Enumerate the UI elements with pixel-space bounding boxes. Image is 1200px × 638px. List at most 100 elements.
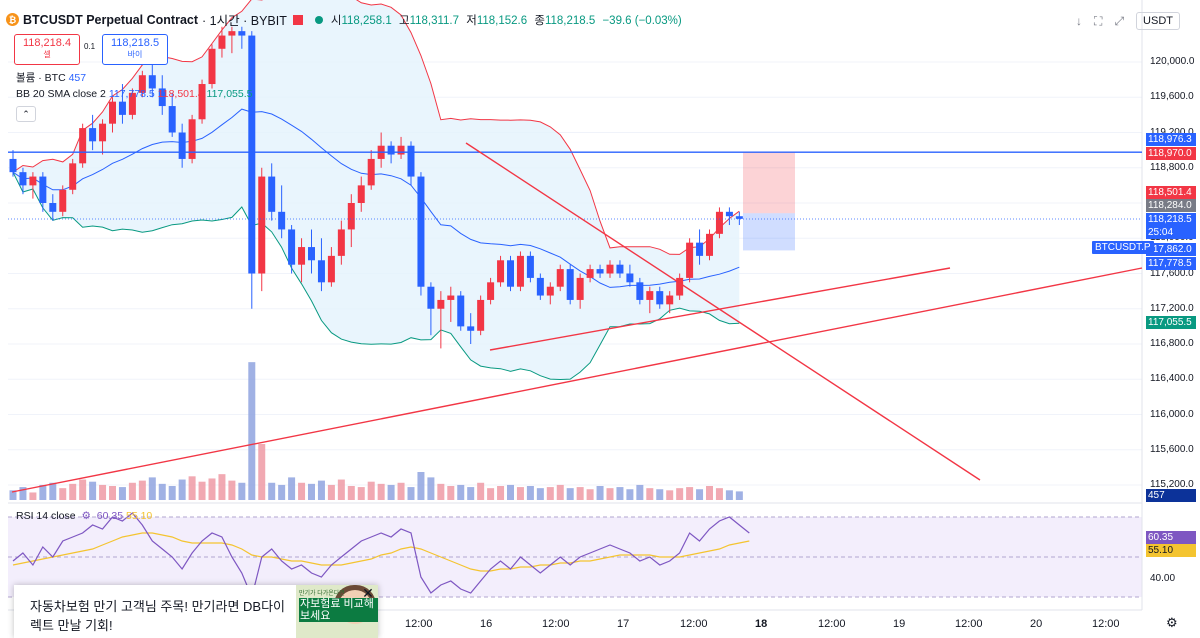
volume-bar [457,484,465,500]
volume-bar [487,488,495,500]
settings-gear-icon[interactable]: ⚙ [1166,615,1178,630]
candle-body [268,176,276,212]
candle-body [99,123,107,142]
candle-body [327,255,335,283]
bb-basis-line [12,108,740,288]
rsi-settings-icon[interactable]: ⚙ [81,510,91,522]
market-status-icon [314,15,323,24]
time-tick: 12:00 [955,618,983,630]
volume-bar [327,484,335,500]
price-tick: 117,600.0 [1150,267,1194,279]
stop-label: 117,862.0 [1146,243,1196,256]
candle-body [337,229,345,256]
candle-body [39,176,47,203]
candle-body [706,233,713,256]
sell-button[interactable]: 118,218.4 셀 [14,34,80,65]
candle-body [49,203,57,212]
price-tick: 116,400.0 [1150,373,1194,385]
volume-bar [39,484,47,500]
volume-bar [676,488,684,500]
volume-bar [646,488,654,500]
price-tick: 120,000.0 [1150,56,1195,67]
last-high-label: 118,284.0 [1146,199,1196,212]
candle-body [656,291,664,305]
candle-body [606,264,614,274]
volume-bar [497,486,505,500]
volume-bar [715,488,723,500]
volume-bar [566,488,574,500]
spread-value: 0.1 [84,42,96,51]
candle-body [586,269,594,278]
currency-select[interactable]: USDT [1136,12,1180,30]
candle-body [109,101,116,124]
price-tick: 116,800.0 [1150,338,1194,349]
volume-bar [198,481,206,500]
arrow-down-icon[interactable]: ↓ [1076,14,1083,28]
candle-body [636,282,644,300]
volume-bar [188,476,196,500]
volume-bar [367,481,375,500]
candle-body [407,145,415,177]
bb-upper-label: 118,501.4 [1146,186,1196,199]
candle-body [546,286,554,296]
candle-body [59,189,67,212]
bitcoin-logo-icon: ₿ [6,13,19,26]
candle-body [497,260,505,283]
candle-body [347,203,355,230]
volume-bar [606,488,614,500]
candle-body [447,295,455,300]
volume-bar [278,484,286,500]
candle-body [168,106,176,133]
buy-button[interactable]: 118,218.5 바이 [102,34,168,65]
position-profit-zone [743,152,795,214]
flag-icon[interactable] [292,14,303,25]
candle-body [158,88,166,107]
volume-bar [268,482,276,500]
top-right-controls: ↓ ⛶ ⤢ USDT [1076,12,1180,30]
candle-body [457,295,465,327]
volume-legend[interactable]: 볼륨 · BTC 457 [16,72,87,84]
volume-bar [128,482,136,500]
volume-bar [168,486,176,500]
interval-exchange[interactable]: · 1시간 · BYBIT [202,14,287,28]
candle-body [566,269,574,300]
rsi-legend[interactable]: RSI 14 close ⚙ 60.35 55.10 [16,510,153,522]
bb-legend[interactable]: BB 20 SMA close 2 117,778.5 118,501.4 11… [16,88,253,100]
volume-bar [69,483,77,500]
candle-body [536,277,544,296]
candle-body [9,158,17,173]
candle-body [616,264,624,274]
bb-upper-line [12,0,740,255]
screenshot-icon[interactable]: ⛶ [1094,13,1103,28]
ad-image[interactable]: 만기가 다가온다면 자보험료 비교해 보세요 [296,585,378,638]
bb-lower-label: 117,055.5 [1146,316,1196,329]
candle-body [238,31,246,36]
ad-text[interactable]: 자동차보험 만기 고객님 주목! 만기라면 DB다이렉트 만날 기회! [30,599,286,633]
volume-bar [208,478,216,500]
volume-bar [109,486,116,500]
price-tick: 119,600.0 [1150,91,1194,103]
rsi-line [12,512,750,599]
chevron-up-icon[interactable]: ⌃ [16,106,36,122]
volume-bar [158,483,166,500]
candle-body [507,260,514,287]
time-tick: 12:00 [542,618,570,630]
symbol-title[interactable]: BTCUSDT Perpetual Contract [23,12,199,27]
volume-bars [9,362,743,500]
volume-bar [138,480,146,500]
candle-body [725,211,733,217]
ohlc-readout: 시118,258.1 고118,311.7 저118,152.6 종118,21… [330,14,682,27]
close-icon[interactable]: ✕ [362,585,374,601]
candle-body [19,172,27,186]
candle-body [646,291,654,300]
volume-bar [656,489,664,500]
rsi-ma-label: 55.10 [1146,544,1196,557]
time-tick: 12:00 [680,618,708,630]
volume-bar [507,484,514,500]
volume-bar [596,486,604,500]
candle-body [89,128,97,142]
volume-bar [377,483,385,500]
fullscreen-icon[interactable]: ⤢ [1114,13,1125,28]
ad-banner[interactable]: 자동차보험 만기 고객님 주목! 만기라면 DB다이렉트 만날 기회! 만기가 … [14,585,378,638]
